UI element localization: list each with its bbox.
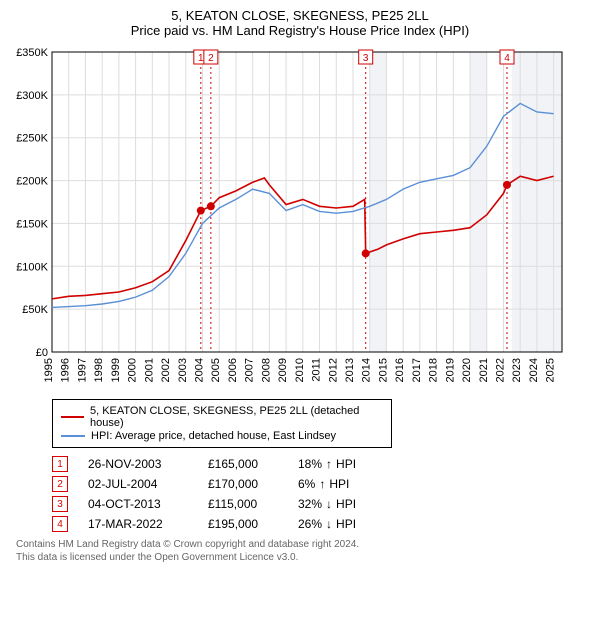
svg-text:2010: 2010 [294, 358, 306, 382]
svg-text:£350K: £350K [16, 47, 48, 59]
sale-marker-icon: 3 [52, 496, 68, 512]
legend-swatch [61, 416, 84, 418]
svg-text:2008: 2008 [260, 358, 272, 382]
svg-text:2016: 2016 [394, 358, 406, 382]
sale-delta: 32%↓HPI [298, 497, 388, 511]
svg-text:4: 4 [504, 53, 510, 64]
sale-price: £195,000 [208, 517, 278, 531]
svg-text:2002: 2002 [160, 358, 172, 382]
svg-text:2005: 2005 [210, 358, 222, 382]
table-row: 2 02-JUL-2004 £170,000 6%↑HPI [52, 476, 592, 492]
svg-text:1: 1 [198, 53, 204, 64]
title-line1: 5, KEATON CLOSE, SKEGNESS, PE25 2LL [8, 8, 592, 23]
footer-line2: This data is licensed under the Open Gov… [16, 551, 592, 564]
table-row: 4 17-MAR-2022 £195,000 26%↓HPI [52, 516, 592, 532]
svg-text:£100K: £100K [16, 261, 48, 273]
sale-marker-icon: 1 [52, 456, 68, 472]
svg-text:£300K: £300K [16, 90, 48, 102]
svg-text:1996: 1996 [60, 358, 72, 382]
sales-table: 1 26-NOV-2003 £165,000 18%↑HPI 2 02-JUL-… [52, 456, 592, 532]
sale-delta: 26%↓HPI [298, 517, 388, 531]
svg-text:2023: 2023 [511, 358, 523, 382]
svg-text:2001: 2001 [143, 358, 155, 382]
svg-text:2003: 2003 [177, 358, 189, 382]
legend-item: HPI: Average price, detached house, East… [61, 430, 383, 442]
svg-text:1997: 1997 [76, 358, 88, 382]
sale-date: 04-OCT-2013 [88, 497, 188, 511]
svg-text:2000: 2000 [127, 358, 139, 382]
sale-delta: 6%↑HPI [298, 477, 388, 491]
table-row: 1 26-NOV-2003 £165,000 18%↑HPI [52, 456, 592, 472]
legend-label: 5, KEATON CLOSE, SKEGNESS, PE25 2LL (det… [90, 405, 383, 429]
svg-text:£200K: £200K [16, 176, 48, 188]
svg-text:2013: 2013 [344, 358, 356, 382]
sale-date: 02-JUL-2004 [88, 477, 188, 491]
svg-text:£250K: £250K [16, 133, 48, 145]
svg-text:2009: 2009 [277, 358, 289, 382]
sale-date: 26-NOV-2003 [88, 457, 188, 471]
chart-svg: £0 £50K £100K £150K £200K £250K £300K £350K 1995… [8, 46, 568, 386]
legend-swatch [61, 435, 85, 437]
svg-text:2025: 2025 [545, 358, 557, 382]
legend-item: 5, KEATON CLOSE, SKEGNESS, PE25 2LL (det… [61, 405, 383, 429]
svg-text:2024: 2024 [528, 358, 540, 382]
legend-label: HPI: Average price, detached house, East… [91, 430, 336, 442]
sale-marker-icon: 4 [52, 516, 68, 532]
svg-text:2021: 2021 [478, 358, 490, 382]
svg-text:£0: £0 [36, 347, 48, 359]
svg-text:2006: 2006 [227, 358, 239, 382]
legend: 5, KEATON CLOSE, SKEGNESS, PE25 2LL (det… [52, 399, 392, 448]
svg-text:2017: 2017 [411, 358, 423, 382]
svg-text:2007: 2007 [244, 358, 256, 382]
sale-marker-icon: 2 [52, 476, 68, 492]
sale-price: £165,000 [208, 457, 278, 471]
svg-text:2: 2 [208, 53, 214, 64]
svg-text:2015: 2015 [377, 358, 389, 382]
svg-text:2014: 2014 [361, 358, 373, 382]
chart: £0 £50K £100K £150K £200K £250K £300K £350K 1995… [8, 46, 592, 391]
sale-price: £170,000 [208, 477, 278, 491]
svg-text:2019: 2019 [444, 358, 456, 382]
svg-text:£150K: £150K [16, 218, 48, 230]
svg-text:2004: 2004 [193, 358, 205, 382]
footer-line1: Contains HM Land Registry data © Crown c… [16, 538, 592, 551]
svg-text:2022: 2022 [494, 358, 506, 382]
svg-text:1998: 1998 [93, 358, 105, 382]
svg-text:2011: 2011 [311, 358, 323, 382]
svg-text:1995: 1995 [43, 358, 55, 382]
svg-text:2018: 2018 [428, 358, 440, 382]
sale-delta: 18%↑HPI [298, 457, 388, 471]
title-block: 5, KEATON CLOSE, SKEGNESS, PE25 2LL Pric… [8, 8, 592, 38]
svg-text:£50K: £50K [22, 304, 48, 316]
table-row: 3 04-OCT-2013 £115,000 32%↓HPI [52, 496, 592, 512]
svg-text:2020: 2020 [461, 358, 473, 382]
svg-text:2012: 2012 [327, 358, 339, 382]
sale-price: £115,000 [208, 497, 278, 511]
footer-note: Contains HM Land Registry data © Crown c… [16, 538, 592, 564]
sale-date: 17-MAR-2022 [88, 517, 188, 531]
title-line2: Price paid vs. HM Land Registry's House … [8, 23, 592, 38]
svg-text:1999: 1999 [110, 358, 122, 382]
svg-text:3: 3 [363, 53, 369, 64]
